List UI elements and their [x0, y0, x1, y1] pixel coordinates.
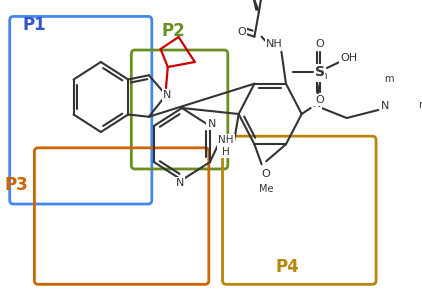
Text: O: O	[315, 39, 324, 49]
Text: O: O	[238, 27, 246, 37]
Text: N: N	[176, 178, 184, 188]
Text: OH: OH	[340, 53, 357, 63]
Text: P3: P3	[4, 176, 28, 194]
Text: N: N	[163, 90, 171, 100]
Text: S: S	[315, 65, 325, 79]
Text: N: N	[381, 101, 390, 111]
Text: P1: P1	[22, 16, 46, 34]
Text: NH
H: NH H	[218, 135, 234, 157]
Text: m: m	[384, 74, 394, 84]
Text: m: m	[419, 100, 422, 110]
Text: P2: P2	[161, 22, 185, 40]
Text: m: m	[317, 71, 326, 81]
Text: O: O	[315, 95, 324, 105]
Text: Me: Me	[259, 184, 273, 194]
Text: N: N	[313, 99, 321, 109]
Text: NH: NH	[266, 39, 283, 49]
Text: N: N	[208, 119, 216, 129]
Text: O: O	[262, 169, 271, 179]
Text: P4: P4	[275, 258, 299, 276]
